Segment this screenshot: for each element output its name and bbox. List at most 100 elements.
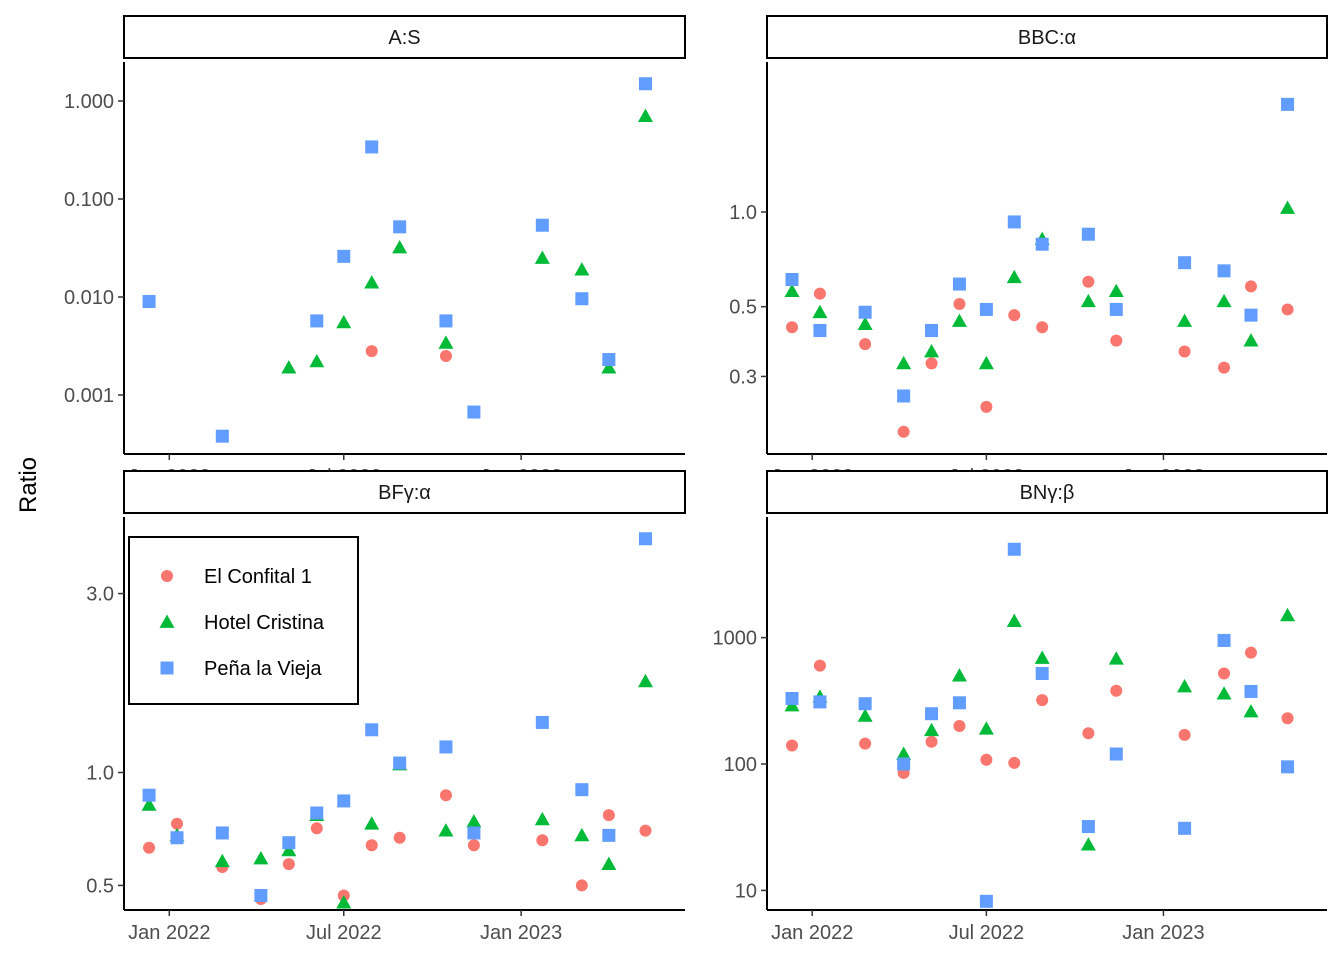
data-point [467, 405, 481, 419]
y-tick-label: 0.5 [86, 875, 114, 897]
data-point [980, 753, 993, 766]
y-tick-label: 1000 [713, 628, 758, 650]
data-point [1178, 821, 1192, 835]
y-tick-label: 0.010 [64, 287, 114, 309]
data-point [951, 668, 967, 682]
series-pe-a-la-vieja [785, 542, 1295, 908]
data-point [785, 273, 799, 287]
data-point [1243, 333, 1259, 347]
data-point [1108, 283, 1124, 298]
data-point [310, 314, 324, 328]
data-point [1281, 712, 1294, 725]
data-point [467, 839, 480, 852]
data-point [214, 853, 230, 868]
data-point [1008, 309, 1021, 322]
data-point [859, 338, 872, 351]
legend-label: El Confital 1 [204, 566, 312, 588]
x-tick-label: Jan 2023 [1122, 922, 1204, 944]
data-point [1036, 321, 1049, 334]
data-point [439, 350, 452, 362]
data-point [813, 659, 826, 672]
x-tick-label: Jul 2022 [949, 922, 1025, 944]
data-point [1218, 667, 1231, 680]
data-point [364, 816, 380, 830]
data-point [1280, 200, 1296, 214]
data-point [637, 108, 653, 123]
data-point [785, 691, 799, 705]
data-point [786, 321, 799, 334]
data-point [786, 739, 799, 752]
data-point [536, 834, 549, 847]
data-point [1109, 302, 1123, 316]
data-point [337, 249, 351, 263]
data-point [393, 220, 407, 234]
data-point [142, 788, 156, 802]
facet-panel: BFγ:α 0.5 1.0 3.0 Jan 2022 Jul 2022 Jan 2023 [86, 470, 686, 944]
data-point [467, 826, 481, 840]
legend-key [160, 661, 174, 675]
data-point [365, 839, 378, 852]
data-point [813, 323, 827, 337]
series-el-confital-1 [143, 789, 652, 906]
data-point [1217, 633, 1231, 647]
y-tick-label: 0.3 [729, 366, 757, 388]
data-point [1216, 293, 1232, 308]
series-el-confital-1 [786, 275, 1294, 438]
data-point [601, 856, 617, 870]
data-point [953, 297, 966, 310]
data-point [1007, 215, 1021, 229]
data-point [575, 879, 588, 892]
data-point [813, 695, 827, 709]
data-point [1082, 727, 1095, 740]
legend-entry: Peña la Vieja [160, 658, 322, 680]
data-point [637, 673, 653, 688]
series-pe-a-la-vieja [142, 532, 652, 903]
data-point [535, 715, 549, 729]
facet-strip [123, 470, 686, 514]
y-tick-label: 0.001 [64, 385, 114, 407]
data-point [281, 360, 297, 374]
y-tick-label: 3.0 [86, 584, 114, 606]
data-point [951, 313, 967, 327]
facet-strip [766, 15, 1328, 59]
data-point [978, 355, 994, 370]
series-hotel-cristina [281, 108, 653, 374]
facet-title: BBC:α [1018, 27, 1076, 49]
data-point [1244, 280, 1257, 293]
data-point [1280, 607, 1296, 622]
data-point [1243, 704, 1259, 718]
data-point [575, 783, 589, 797]
data-point [310, 806, 324, 820]
y-tick-label: 0.5 [729, 297, 757, 319]
data-point [812, 304, 828, 319]
data-point [1110, 684, 1123, 697]
data-point [1035, 667, 1049, 681]
data-point [575, 292, 589, 306]
series-el-confital-1 [786, 646, 1294, 779]
legend-label: Peña la Vieja [204, 658, 322, 680]
y-tick-label: 100 [724, 754, 757, 776]
data-point [896, 355, 912, 370]
data-point [925, 357, 938, 370]
legend-key [161, 570, 173, 582]
data-point [215, 826, 229, 840]
data-point [439, 789, 452, 802]
data-point [925, 707, 939, 721]
data-point [1244, 308, 1258, 322]
data-point [857, 708, 873, 722]
data-point [336, 314, 352, 329]
data-point [1035, 237, 1049, 251]
legend-entry: Hotel Cristina [159, 612, 325, 634]
data-point [281, 842, 297, 857]
data-point [924, 344, 940, 358]
data-point [574, 827, 590, 842]
data-point [1081, 227, 1095, 241]
data-point [438, 823, 454, 837]
legend-entry: El Confital 1 [161, 566, 312, 588]
data-point [215, 429, 229, 443]
facet-panels: A:S 0.001 0.010 0.100 1.000 Jan 2022 Jul 2022 J… [64, 15, 1328, 944]
data-point [393, 756, 407, 770]
data-point [952, 277, 966, 291]
data-point [1080, 293, 1096, 308]
